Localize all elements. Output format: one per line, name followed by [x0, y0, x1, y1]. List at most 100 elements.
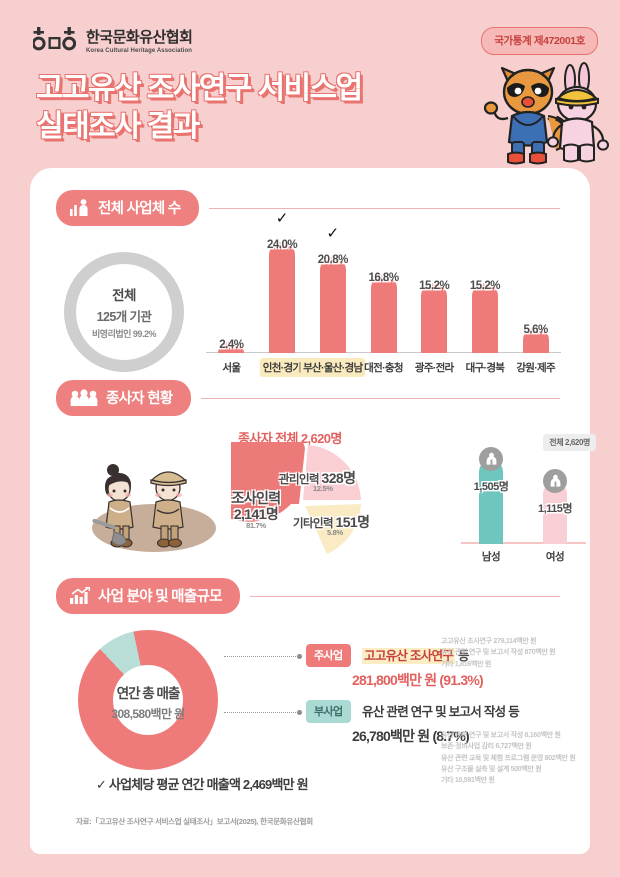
logo-text-english: Korea Cultural Heritage Association	[86, 48, 192, 54]
title-line-2: 실태조사 결과	[36, 109, 200, 143]
average-revenue-line: ✓ 사업체당 평균 연간 매출액 2,469백만 원	[96, 774, 309, 793]
gender-total-tag: 전체 2,620명	[543, 434, 596, 451]
pie-label-survey-value: 2,141명	[233, 506, 279, 522]
pie-label-manage-percent: 12.5%	[313, 484, 333, 493]
region-bar-chart: 2.4% 서울 ✓ 24.0% 인천·경기 ✓ 20.8% 부산·울산·경남 16.8% 대전·충…	[206, 210, 561, 377]
pie-label-other-value: 151명	[335, 514, 370, 530]
worker-type-pie-chart: 조사인력 2,141명 81.7% 관리인력 328명 12.5% 기타인력 1…	[191, 405, 376, 562]
section-total-businesses: 전체 사업체 수 전체 125개 기관 비영리법인 99.2% 2.4% 서울 ✓ 2…	[56, 190, 566, 377]
leader-line-sub	[224, 710, 302, 715]
rabbit-mascot	[547, 62, 609, 163]
detail-line: 보존·정비사업 감리 6,727백만 원	[441, 743, 532, 751]
total-institutions-ring: 전체 125개 기관 비영리법인 99.2%	[64, 252, 184, 372]
legend-title-main-rest: 등	[455, 648, 469, 663]
bar-value-label: 20.8%	[317, 254, 349, 266]
pie-label-other: 기타인력 151명	[293, 512, 370, 532]
detail-line: 고고유산 조사연구 279,114백만 원	[441, 638, 537, 645]
section1-pill-label: 전체 사업체 수	[98, 201, 181, 217]
male-person-icon	[479, 446, 503, 471]
bar-column: 15.2% 광주·전라	[409, 279, 459, 374]
section2-header: 종사자 현황	[56, 380, 566, 416]
donut-ring	[78, 630, 218, 770]
bar-category-label: 인천·경기	[259, 358, 305, 377]
bar-checkmark: ✓	[326, 225, 340, 242]
bar-column: 15.2% 대구·경북	[460, 279, 510, 374]
bar-column: ✓ 20.8% 부산·울산·경남	[300, 226, 366, 377]
pie-label-other-name: 기타인력	[293, 518, 334, 530]
legend-main-business: 주사업 고고유산 조사연구 등 281,800백만 원 (91.3%)	[306, 644, 484, 690]
pie-label-survey-name: 조사인력	[231, 490, 281, 506]
bar-rect	[269, 242, 296, 353]
legend-highlight-main: 고고유산 조사연구	[362, 647, 456, 664]
bar-category-label: 대구·경북	[465, 362, 505, 374]
check-icon: ✓	[96, 777, 107, 792]
bar-value-label: 5.6%	[523, 324, 549, 337]
section2-pill: 종사자 현황	[56, 380, 191, 416]
pie-label-survey-percent: 81.7%	[246, 521, 266, 530]
ring-value-nonprofit: 비영리법인 99.2%	[92, 329, 156, 339]
section1-rule	[208, 207, 560, 209]
section1-header: 전체 사업체 수	[56, 190, 566, 226]
association-logo: 한국문화유산협회 Korea Cultural Heritage Associa…	[33, 26, 193, 58]
section3-header: 사업 분야 및 매출규모	[56, 578, 566, 614]
section-workers: 종사자 현황 종사자 전체 2,620명	[56, 380, 596, 563]
donut-hole	[113, 665, 183, 735]
gender-bar-rect	[479, 459, 503, 544]
gender-value-label: 1,115명	[537, 502, 573, 515]
pie-label-manage-name: 관리인력	[279, 474, 320, 486]
bar-rect	[471, 282, 498, 353]
bar-value-label: 2.4%	[219, 338, 244, 351]
bar-column: 16.8% 대전·충청	[359, 272, 409, 374]
bar-value-label: 15.2%	[419, 279, 450, 292]
content-card: 전체 사업체 수 전체 125개 기관 비영리법인 99.2% 2.4% 서울 ✓ 2…	[30, 168, 596, 854]
bar-category-label: 서울	[222, 362, 241, 374]
bar-value-label: 15.2%	[469, 279, 501, 292]
pie-label-manage-value: 328명	[321, 470, 356, 486]
bar-category-label: 광주·전라	[414, 362, 454, 374]
logo-text-korean: 한국문화유산협회	[86, 29, 193, 46]
section3-pill: 사업 분야 및 매출규모	[56, 578, 240, 614]
section-revenue: 사업 분야 및 매출규모 연간 총 매출 308,580백만 원 주사업 고고유…	[56, 578, 576, 826]
female-person-icon	[543, 468, 567, 493]
donut-center-value: 308,580백만 원	[111, 707, 185, 721]
detail-line: 기타 10,591백만 원	[441, 777, 495, 785]
bar-value-label: 24.0%	[267, 239, 298, 252]
bar-rect	[319, 257, 346, 353]
chart-growth-icon	[70, 587, 90, 604]
detail-line: 유산 관련 교육 및 체험 프로그램 운영 802백만 원	[441, 754, 576, 762]
bar-rect	[522, 327, 549, 353]
gender-baseline	[461, 542, 586, 544]
detail-line: 유산 관련 연구 및 보고서 작성 870백만 원	[441, 649, 556, 657]
bar-rect	[218, 341, 245, 353]
bar-rect	[370, 275, 397, 353]
section2-rule	[200, 397, 560, 399]
mascot-illustration	[483, 62, 609, 165]
detail-line: 유산 관련 연구 및 보고서 작성 8,160백만 원	[441, 732, 561, 739]
legend-amount-main: 281,800백만 원 (91.3%)	[352, 672, 484, 688]
shovel-icon	[92, 518, 127, 546]
bar-column: 5.6% 강원·제주	[511, 324, 561, 374]
bar-column: 2.4% 서울	[206, 338, 256, 374]
gender-category-label: 남성	[481, 551, 501, 563]
bar-category-label: 대전·충청	[364, 362, 403, 374]
revenue-donut-chart: 연간 총 매출 308,580백만 원	[78, 630, 218, 770]
legend-tag-main: 주사업	[306, 644, 351, 667]
national-statistics-badge: 국가통계 제472001호	[481, 27, 598, 55]
legend-title-sub: 유산 관련 연구 및 보고서 작성 등	[362, 704, 520, 719]
average-revenue-text: 사업체당 평균 연간 매출액 2,469백만 원	[108, 777, 309, 792]
pie-label-manage: 관리인력 328명	[279, 468, 356, 488]
gender-bar-column: 1,115명 여성	[527, 468, 583, 563]
bar-category-label: 강원·제주	[516, 362, 555, 374]
title-line-1: 고고유산 조사연구 서비스업	[36, 72, 363, 105]
bar-person-icon	[70, 199, 88, 216]
bar-checkmark: ✓	[275, 210, 289, 228]
page-title: 고고유산 조사연구 서비스업 실태조사 결과	[36, 70, 363, 146]
page-header: 한국문화유산협회 Korea Cultural Heritage Associa…	[0, 0, 620, 168]
leader-line-main	[224, 654, 302, 659]
gender-value-label: 1,505명	[473, 480, 509, 493]
section1-pill: 전체 사업체 수	[56, 190, 199, 226]
raccoon-mascot	[483, 66, 569, 165]
bar-rect	[421, 282, 448, 353]
